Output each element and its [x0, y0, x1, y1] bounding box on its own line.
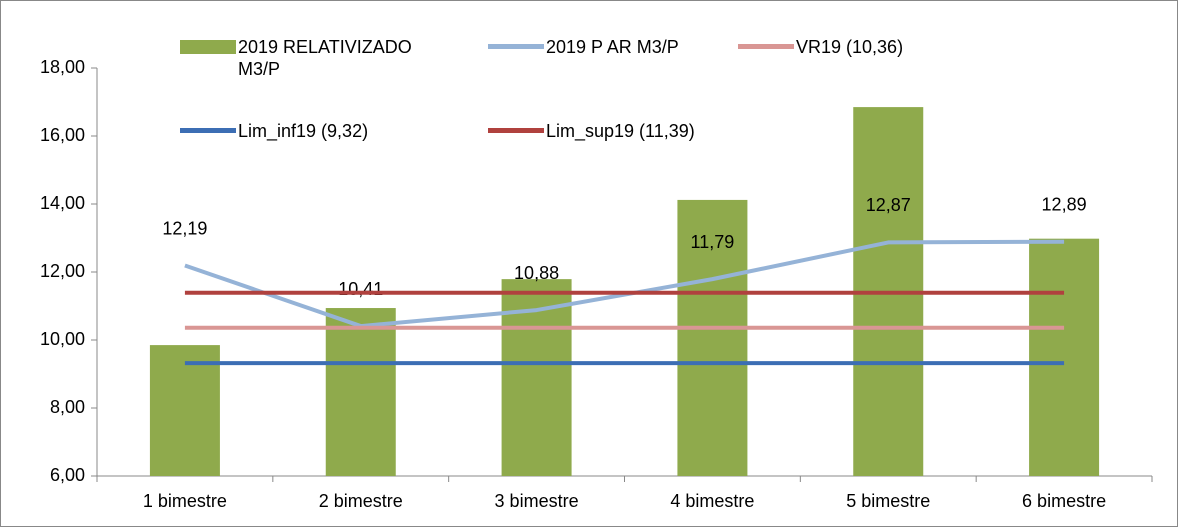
y-tick-label: 12,00 — [40, 261, 85, 281]
x-tick-label: 2 bimestre — [319, 491, 403, 511]
legend-label: VR19 (10,36) — [796, 37, 904, 57]
data-label: 10,41 — [338, 279, 383, 299]
bar — [677, 199, 748, 477]
legend-label: Lim_sup19 (11,39) — [546, 121, 695, 141]
x-tick-label: 1 bimestre — [143, 491, 227, 511]
data-label: 11,79 — [691, 232, 735, 252]
y-tick-label: 10,00 — [40, 329, 85, 349]
bar — [149, 345, 220, 476]
y-tick-label: 14,00 — [40, 193, 85, 213]
legend-label: 2019 P AR M3/P — [546, 37, 679, 57]
legend-item: 2019 RELATIVIZADO M3/P — [180, 36, 453, 80]
bar — [1029, 238, 1100, 476]
bar — [325, 308, 396, 476]
legend-label: 2019 RELATIVIZADO M3/P — [238, 37, 412, 79]
y-tick-label: 6,00 — [50, 465, 85, 485]
legend-item: 2019 P AR M3/P — [488, 36, 806, 58]
legend-swatch — [738, 44, 794, 49]
legend-swatch — [488, 44, 544, 49]
line — [184, 239, 1065, 329]
y-tick-label: 18,00 — [40, 57, 85, 77]
legend-swatch — [180, 40, 236, 54]
data-label: 10,88 — [514, 263, 559, 283]
x-tick-label: 4 bimestre — [670, 491, 754, 511]
y-tick-label: 16,00 — [40, 125, 85, 145]
legend-swatch — [488, 128, 544, 133]
data-label: 12,87 — [866, 195, 911, 215]
x-tick-label: 5 bimestre — [846, 491, 930, 511]
x-tick-label: 3 bimestre — [495, 491, 579, 511]
data-label: 12,19 — [162, 218, 207, 238]
x-tick-label: 6 bimestre — [1022, 491, 1106, 511]
data-label: 12,89 — [1042, 194, 1087, 214]
legend-item: Lim_inf19 (9,32) — [180, 120, 498, 142]
legend-item: Lim_sup19 (11,39) — [488, 120, 806, 142]
legend-label: Lim_inf19 (9,32) — [238, 121, 369, 141]
legend-item: VR19 (10,36) — [738, 36, 1056, 58]
legend-swatch — [180, 128, 236, 133]
y-tick-label: 8,00 — [50, 397, 85, 417]
